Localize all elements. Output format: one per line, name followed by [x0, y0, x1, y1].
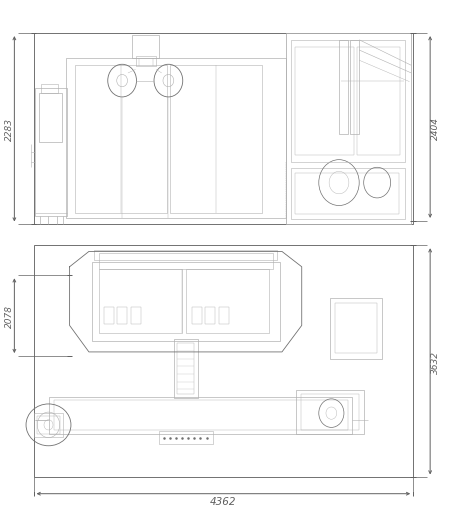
Bar: [49, 397, 352, 434]
Bar: [99, 270, 182, 333]
Text: 2283: 2283: [4, 118, 13, 141]
Bar: [350, 41, 359, 135]
Bar: [136, 57, 156, 67]
Bar: [41, 85, 58, 94]
Bar: [192, 307, 202, 325]
Bar: [54, 401, 348, 430]
Bar: [330, 299, 382, 359]
Bar: [117, 307, 127, 325]
Bar: [295, 174, 399, 215]
Bar: [170, 66, 262, 214]
Bar: [186, 270, 269, 333]
Text: 2078: 2078: [4, 304, 13, 328]
Bar: [104, 307, 114, 325]
Text: 4362: 4362: [210, 496, 237, 506]
Bar: [94, 250, 277, 261]
Bar: [205, 307, 215, 325]
Bar: [92, 262, 280, 341]
Bar: [295, 48, 354, 155]
Bar: [34, 413, 63, 437]
Text: 2404: 2404: [431, 116, 440, 139]
Bar: [131, 307, 141, 325]
Bar: [301, 394, 359, 430]
Bar: [296, 390, 364, 434]
Bar: [132, 36, 159, 59]
Bar: [34, 246, 413, 477]
Bar: [291, 169, 405, 220]
Bar: [66, 59, 286, 219]
Bar: [75, 66, 167, 214]
Bar: [37, 416, 60, 434]
Bar: [39, 94, 62, 143]
Bar: [34, 34, 413, 225]
Bar: [335, 304, 377, 354]
Bar: [99, 253, 273, 270]
Bar: [177, 344, 194, 394]
Bar: [219, 307, 229, 325]
Bar: [159, 431, 213, 444]
Bar: [35, 89, 67, 216]
Bar: [339, 41, 348, 135]
Bar: [286, 34, 411, 225]
Bar: [174, 340, 198, 398]
Text: 3632: 3632: [431, 350, 440, 373]
Bar: [291, 41, 405, 163]
Bar: [357, 48, 400, 155]
